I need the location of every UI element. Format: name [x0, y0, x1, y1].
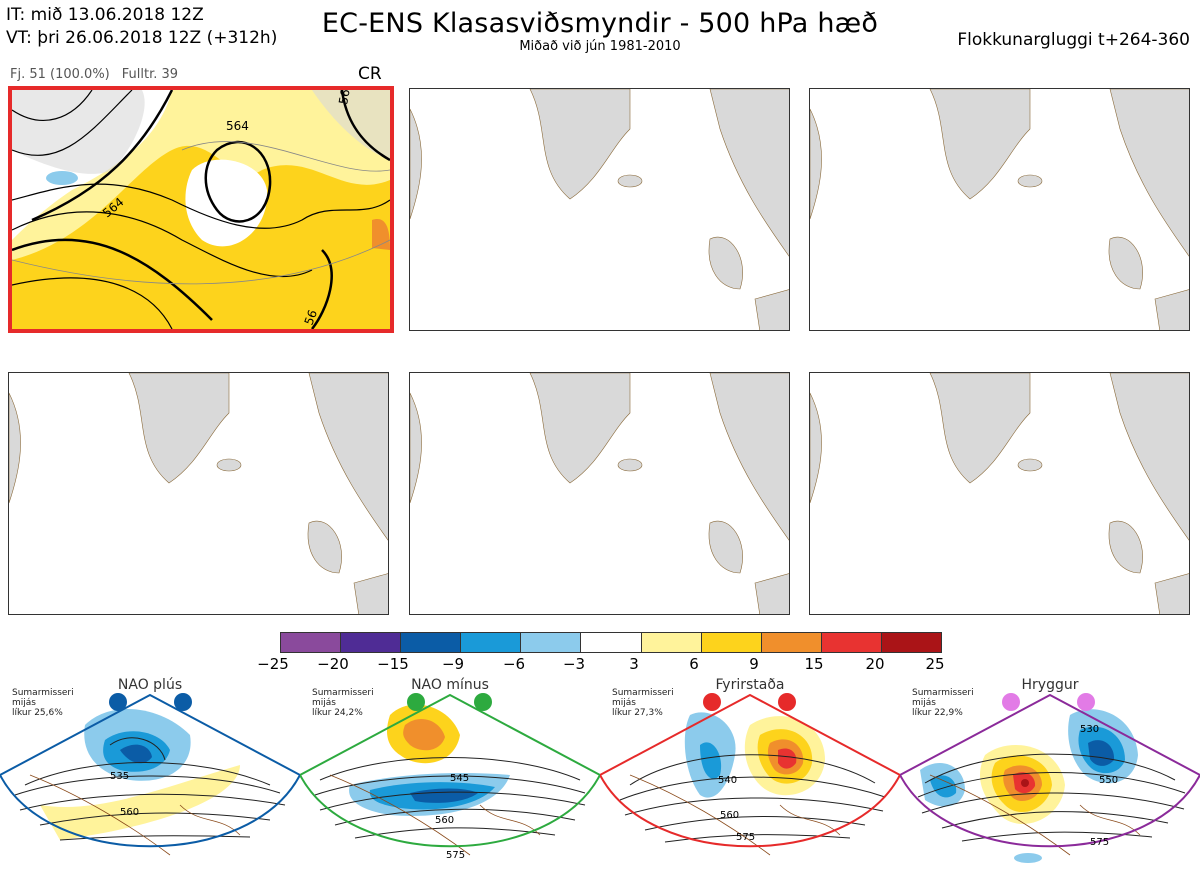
colorbar-swatch [401, 633, 462, 652]
page-title: EC-ENS Klasasviðsmyndir - 500 hPa hæð [321, 8, 879, 39]
regime-hryggur[interactable]: 530 550 575 Hryggur Sumarmisseri mijás lík… [900, 675, 1200, 871]
regime-nao-plus[interactable]: 535 560 NAO plús Sumarmisseri mijás líkur … [0, 675, 300, 871]
colorbar-swatch [341, 633, 402, 652]
contour-label: 560 [435, 815, 454, 826]
colorbar-swatch [641, 633, 702, 652]
colorbar-swatch [701, 633, 762, 652]
contour-label: 550 [1099, 775, 1118, 786]
cluster-representative: Fulltr. 39 [121, 67, 179, 82]
colorbar-label: −3 [562, 655, 586, 673]
contour-label: 56 [336, 90, 352, 106]
contour-label: 560 [120, 807, 139, 818]
regime-note: Sumarmisseri mijás líkur 24,2% [312, 688, 374, 718]
colorbar-label: 3 [629, 655, 639, 673]
regime-title: NAO plús [117, 677, 183, 693]
contour-label: 564 [226, 119, 249, 133]
cluster-count: Fj. 51 (100.0%) [10, 67, 110, 82]
colorbar-swatch [761, 633, 822, 652]
colorbar [280, 632, 942, 653]
contour-label: 545 [450, 773, 469, 784]
basemap [810, 89, 1189, 330]
colorbar-label: 9 [749, 655, 759, 673]
regime-map: 545 560 575 [300, 693, 600, 861]
contour-label: 540 [718, 775, 737, 786]
anomaly-map: 564 564 56 56 [12, 90, 390, 329]
regime-fyrirstada[interactable]: 540 560 575 Fyrirstaða Sumarmisseri mijás… [600, 675, 900, 871]
colorbar-label: 25 [925, 655, 945, 673]
regime-title: NAO mínus [411, 677, 489, 693]
basemap [9, 373, 388, 614]
init-time: IT: mið 13.06.2018 12Z [6, 5, 204, 25]
basemap [810, 373, 1189, 614]
contour-label: 575 [446, 850, 465, 861]
contour-label: 575 [1090, 837, 1109, 848]
colorbar-label: −15 [377, 655, 409, 673]
cluster-map-4[interactable] [8, 372, 389, 615]
colorbar-swatch [881, 633, 942, 652]
basemap [410, 373, 789, 614]
colorbar-label: −20 [317, 655, 349, 673]
cluster-map-5[interactable] [409, 372, 790, 615]
cluster-map-3[interactable] [809, 88, 1190, 331]
cluster-map-2[interactable] [409, 88, 790, 331]
regime-title: Fyrirstaða [715, 677, 785, 693]
colorbar-swatch [461, 633, 522, 652]
valid-time: VT: þri 26.06.2018 12Z (+312h) [6, 28, 278, 48]
regime-nao-minus[interactable]: 545 560 575 NAO mínus Sumarmisseri mijás l… [300, 675, 600, 871]
colorbar-label: 20 [865, 655, 885, 673]
contour-label: 560 [720, 810, 739, 821]
colorbar-swatch [521, 633, 582, 652]
colorbar-label: 6 [689, 655, 699, 673]
classification-window: Flokkunargluggi t+264-360 [957, 30, 1190, 50]
regime-map: 535 560 [0, 693, 300, 856]
regime-title: Hryggur [1021, 677, 1079, 693]
regime-note: Sumarmisseri mijás líkur 25,6% [12, 688, 74, 718]
cluster-map-6[interactable] [809, 372, 1190, 615]
cluster-tag: CR [358, 64, 382, 84]
regime-map: 530 550 575 [900, 693, 1200, 863]
colorbar-swatch [821, 633, 882, 652]
page-subtitle: Miðað við jún 1981-2010 [519, 39, 681, 54]
contour-label: 575 [736, 832, 755, 843]
regime-note: Sumarmisseri mijás líkur 27,3% [612, 688, 674, 718]
colorbar-label: 15 [804, 655, 824, 673]
contour-label: 530 [1080, 724, 1099, 735]
colorbar-label: −6 [502, 655, 526, 673]
colorbar-swatch [281, 633, 342, 652]
cluster-map-1[interactable]: 564 564 56 56 [8, 86, 394, 333]
colorbar-label: −25 [257, 655, 289, 673]
header-init-info: IT: mið 13.06.2018 12Z VT: þri 26.06.201… [6, 4, 277, 50]
regime-note: Sumarmisseri mijás líkur 22,9% [912, 688, 974, 718]
cluster-meta: Fj. 51 (100.0%) Fulltr. 39 [10, 67, 178, 82]
contour-label: 56 [302, 308, 320, 327]
basemap [410, 89, 789, 330]
regime-map: 540 560 575 [600, 693, 900, 856]
contour-label: 535 [110, 771, 129, 782]
colorbar-label: −9 [441, 655, 465, 673]
colorbar-swatch [581, 633, 642, 652]
